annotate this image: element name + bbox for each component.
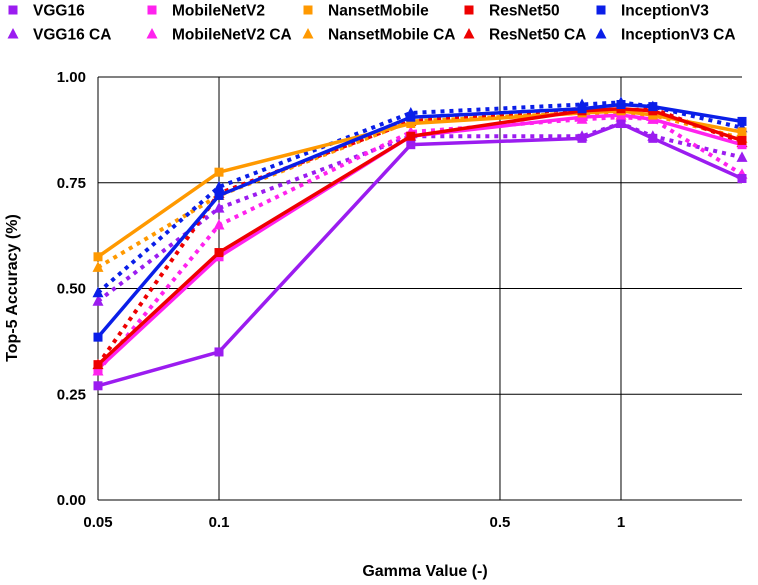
data-point (406, 119, 416, 129)
data-point (214, 347, 224, 357)
series-line (96, 115, 744, 373)
series-inceptionv3 (93, 99, 747, 342)
legend-marker (303, 5, 313, 15)
legend-label: VGG16 CA (33, 27, 111, 44)
series-line (96, 106, 743, 366)
y-tick-label: 0.50 (57, 281, 86, 298)
x-axis-label: Gamma Value (-) (362, 563, 487, 580)
x-tick-label: 0.1 (209, 514, 230, 531)
legend-label: InceptionV3 CA (621, 27, 736, 44)
data-point (648, 102, 658, 112)
legend-label: InceptionV3 (621, 3, 709, 20)
ticks: 0.00 0.25 0.50 0.75 1.00 0.05 0.1 0.5 1 (57, 69, 625, 531)
series-line (96, 102, 743, 339)
data-point (93, 360, 103, 370)
y-tick-label: 0.25 (57, 386, 86, 403)
legend-marker (8, 5, 18, 15)
legend-label: ResNet50 (489, 3, 560, 20)
series-line (96, 113, 743, 371)
legend-label: VGG16 (33, 3, 85, 20)
legend-marker (596, 5, 606, 15)
data-point (737, 127, 747, 137)
data-point (214, 190, 224, 200)
series-nansetmobile (93, 106, 747, 262)
data-point (213, 219, 225, 230)
series-line (97, 121, 743, 388)
legend-item: VGG16 CA (7, 27, 111, 44)
grid (97, 76, 742, 501)
series-inceptionv3-ca (92, 96, 748, 298)
y-axis-label: Top-5 Accuracy (%) (4, 214, 21, 362)
legend: VGG16 MobileNetV2 NansetMobile ResNet50 Ince… (7, 3, 736, 44)
series-line (96, 106, 743, 366)
data-point (736, 151, 748, 162)
legend-item: InceptionV3 (596, 3, 709, 20)
legend-label: MobileNetV2 (172, 3, 265, 20)
data-point (616, 99, 626, 109)
series-line (96, 100, 743, 295)
legend-label: NansetMobile (328, 3, 429, 20)
legend-item: NansetMobile (303, 3, 429, 20)
data-point (616, 119, 626, 129)
legend-marker (7, 28, 19, 39)
legend-item: VGG16 (8, 3, 85, 20)
data-point (737, 116, 747, 126)
legend-marker (147, 5, 157, 15)
data-point (406, 131, 416, 141)
x-tick-label: 0.5 (490, 514, 511, 531)
data-point (213, 202, 225, 213)
data-point (92, 295, 104, 306)
legend-label: ResNet50 CA (489, 27, 586, 44)
data-point (214, 248, 224, 258)
data-point (92, 261, 104, 272)
data-point (577, 104, 587, 114)
legend-item: MobileNetV2 CA (146, 27, 292, 44)
legend-label: NansetMobile CA (328, 27, 455, 44)
series-mobilenetv2 (93, 110, 747, 374)
legend-marker (464, 5, 474, 15)
series-nansetmobile-ca (92, 106, 748, 272)
legend-item: MobileNetV2 (147, 3, 265, 20)
data-point (92, 286, 104, 298)
data-point (737, 135, 747, 145)
legend-marker (302, 28, 314, 39)
legend-item: ResNet50 (464, 3, 560, 20)
data-point (406, 112, 416, 122)
legend-label: MobileNetV2 CA (172, 27, 292, 44)
data-point (648, 133, 658, 143)
series-layer (92, 96, 748, 391)
data-point (213, 180, 225, 192)
legend-item: NansetMobile CA (302, 27, 455, 44)
legend-marker (146, 28, 158, 39)
legend-marker (595, 28, 607, 39)
data-point (93, 332, 103, 342)
x-tick-label: 1 (617, 514, 625, 531)
legend-item: InceptionV3 CA (595, 27, 736, 44)
y-tick-label: 1.00 (57, 69, 86, 86)
x-tick-label: 0.05 (83, 514, 112, 531)
data-point (406, 140, 416, 150)
data-point (214, 167, 224, 177)
series-mobilenetv2-ca (92, 111, 748, 376)
data-point (737, 174, 747, 184)
y-tick-label: 0.75 (57, 175, 86, 192)
data-point (93, 252, 103, 262)
data-point (93, 381, 103, 391)
legend-item: ResNet50 CA (463, 27, 586, 44)
data-point (577, 133, 587, 143)
y-tick-label: 0.00 (57, 492, 86, 509)
series-vgg16 (93, 119, 747, 391)
legend-marker (463, 28, 475, 39)
